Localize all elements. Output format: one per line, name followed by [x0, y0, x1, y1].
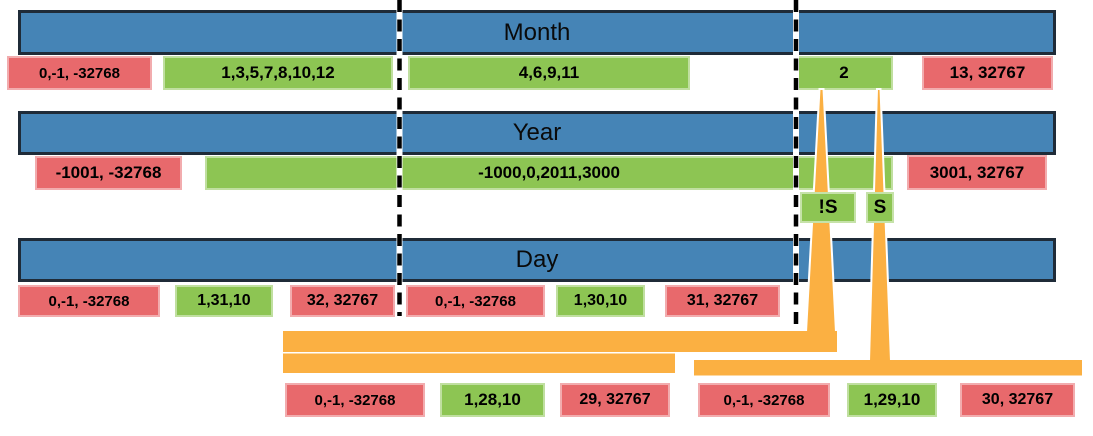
month-partition-31day-months: 1,3,5,7,8,10,12: [163, 56, 393, 90]
day30-partition-valid: 1,30,10: [556, 285, 645, 317]
feb-leap-partition-invalid-high: 30, 32767: [960, 383, 1075, 417]
nonleap-connector-bar-bottom: [283, 353, 675, 373]
month-partition-30day-months: 4,6,9,11: [408, 56, 690, 90]
year-flag-not-leap: !S: [800, 192, 856, 223]
feb-leap-partition-invalid-low: 0,-1, -32768: [698, 383, 830, 417]
day31-partition-invalid-low: 0,-1, -32768: [18, 285, 160, 317]
month-partition-invalid-low: 0,-1, -32768: [7, 56, 152, 90]
day-bar: Day: [18, 238, 1056, 282]
feb-nonleap-partition-invalid-low: 0,-1, -32768: [285, 383, 425, 417]
day31-partition-valid: 1,31,10: [175, 285, 273, 317]
year-partition-invalid-high: 3001, 32767: [907, 155, 1047, 190]
year-partition-invalid-low: -1001, -32768: [35, 156, 182, 190]
month-partition-february: 2: [795, 56, 893, 90]
nonleap-connector-bar-top: [283, 331, 837, 352]
day30-partition-invalid-low: 0,-1, -32768: [406, 285, 545, 317]
day-title: Day: [515, 246, 559, 273]
month-title: Month: [503, 18, 571, 46]
feb-nonleap-partition-valid: 1,28,10: [440, 383, 545, 417]
leap-connector-bar: [694, 360, 1082, 376]
month-partition-invalid-high: 13, 32767: [922, 56, 1053, 90]
year-title: Year: [512, 119, 562, 146]
feb-leap-partition-valid: 1,29,10: [847, 383, 937, 417]
day31-partition-invalid-high: 32, 32767: [290, 285, 395, 317]
year-partition-valid: -1000,0,2011,3000: [205, 156, 893, 190]
month-bar: Month: [18, 10, 1056, 55]
feb-nonleap-partition-invalid-high: 29, 32767: [560, 383, 670, 417]
year-flag-leap: S: [866, 192, 894, 223]
year-bar: Year: [18, 111, 1056, 155]
day30-partition-invalid-high: 31, 32767: [665, 285, 780, 317]
